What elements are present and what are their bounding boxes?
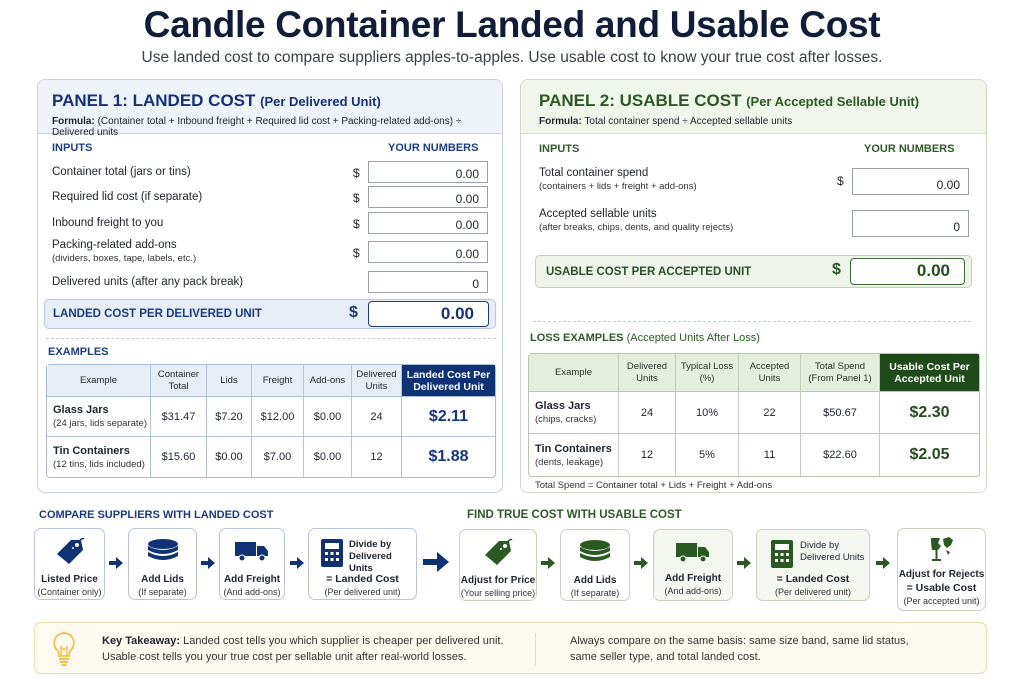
currency-symbol: $: [353, 166, 360, 180]
flow1-step-add-lids: Add Lids (If separate): [128, 528, 197, 600]
broken-glass-icon: [898, 536, 985, 562]
flow2-title: FIND TRUE COST WITH USABLE COST: [467, 509, 682, 521]
usable-cost-result: USABLE COST PER ACCEPTED UNIT $ 0.00: [535, 255, 972, 288]
accepted-units-input[interactable]: [852, 210, 969, 237]
panel2-title-suffix: (Per Accepted Sellable Unit): [746, 94, 920, 109]
panel2-title: PANEL 2: USABLE COST: [539, 91, 742, 110]
delivered-units-input[interactable]: [368, 271, 488, 293]
table-row: Tin Containers (12 tins, lids included) $…: [47, 437, 495, 477]
calculator-icon: [321, 539, 343, 572]
page-title: Candle Container Landed and Usable Cost: [143, 4, 881, 45]
arrow-right-icon: [876, 557, 890, 569]
price-tag-icon: [35, 536, 104, 566]
table-header-row: Example Delivered Units Typical Loss (%)…: [529, 354, 979, 392]
truck-icon: [220, 540, 284, 562]
landed-cost-examples-table: Example Container Total Lids Freight Add…: [46, 364, 496, 478]
currency-symbol: $: [832, 261, 841, 278]
input-label-accepted-units: Accepted sellable units (after breaks, c…: [539, 208, 734, 233]
currency-symbol: $: [349, 304, 358, 321]
flow1-title: COMPARE SUPPLIERS WITH LANDED COST: [39, 509, 274, 521]
arrow-right-icon: [541, 557, 555, 569]
table-header-row: Example Container Total Lids Freight Add…: [47, 365, 495, 397]
panel2-numbers-header: YOUR NUMBERS: [864, 143, 955, 155]
flow2-step-add-freight: Add Freight (And add-ons): [653, 529, 733, 601]
arrow-right-icon: [290, 557, 304, 569]
flow1-step-add-freight: Add Freight (And add-ons): [219, 528, 285, 600]
panel2-examples-header: LOSS EXAMPLES (Accepted Units After Loss…: [530, 332, 760, 344]
currency-symbol: $: [837, 174, 844, 188]
usable-cost-result-label: USABLE COST PER ACCEPTED UNIT: [546, 266, 752, 278]
panel1-numbers-header: YOUR NUMBERS: [388, 142, 479, 154]
panel1-title: PANEL 1: LANDED COST: [52, 91, 256, 110]
lid-cost-input[interactable]: [368, 186, 488, 208]
inbound-freight-input[interactable]: [368, 212, 488, 234]
table-row: Glass Jars (chips, cracks) 24 10% 22 $50.…: [529, 392, 979, 434]
currency-symbol: $: [353, 191, 360, 205]
arrow-right-icon: [634, 557, 648, 569]
divider: [535, 633, 536, 666]
currency-symbol: $: [353, 246, 360, 260]
truck-icon: [654, 541, 732, 563]
flow1-step-divide: Divide by Delivered Units = Landed Cost …: [308, 528, 417, 600]
key-takeaway: Key Takeaway: Landed cost tells you whic…: [34, 622, 987, 674]
panel-landed-cost: PANEL 1: LANDED COST (Per Delivered Unit…: [37, 79, 503, 493]
lid-stack-icon: [561, 538, 629, 566]
flow2-step-adjust-price: Adjust for Price (Your selling price): [459, 529, 537, 601]
divider: [533, 321, 971, 322]
arrow-right-icon: [109, 557, 123, 569]
panel2-formula: Formula: Total container spend ÷ Accepte…: [539, 116, 793, 127]
container-total-input[interactable]: [368, 161, 488, 183]
usable-cost-result-value: 0.00: [850, 258, 965, 285]
input-label-lid-cost: Required lid cost (if separate): [52, 191, 203, 203]
takeaway-label: Key Takeaway:: [102, 635, 181, 647]
price-tag-icon: [460, 537, 536, 567]
calculator-icon: [771, 540, 793, 573]
landed-cost-result-value: 0.00: [368, 301, 489, 327]
panel1-title-suffix: (Per Delivered Unit): [260, 94, 381, 109]
lightbulb-icon: [51, 631, 77, 672]
lid-stack-icon: [129, 537, 196, 565]
flow2-step-add-lids: Add Lids (If separate): [560, 529, 630, 601]
landed-cost-result: LANDED COST PER DELIVERED UNIT $ 0.00: [44, 299, 496, 329]
arrow-right-icon: [737, 557, 751, 569]
page-subtitle: Use landed cost to compare suppliers app…: [141, 49, 883, 66]
panel1-examples-header: EXAMPLES: [48, 346, 109, 358]
table-row: Tin Containers (dents, leakage) 12 5% 11 …: [529, 434, 979, 476]
landed-cost-result-label: LANDED COST PER DELIVERED UNIT: [53, 308, 262, 320]
input-label-total-container-spend: Total container spend (containers + lids…: [539, 167, 697, 192]
panel-usable-cost: PANEL 2: USABLE COST (Per Accepted Sella…: [520, 79, 987, 493]
arrow-right-icon: [201, 557, 215, 569]
input-label-packing-addons: Packing-related add-ons (dividers, boxes…: [52, 239, 197, 264]
total-container-spend-input[interactable]: [852, 168, 969, 195]
currency-symbol: $: [353, 217, 360, 231]
table-row: Glass Jars (24 jars, lids separate) $31.4…: [47, 397, 495, 437]
flow2-step-divide: Divide by Delivered Units = Landed Cost …: [756, 529, 870, 601]
panel1-header: PANEL 1: LANDED COST (Per Delivered Unit…: [38, 80, 502, 138]
arrow-right-large-icon: [423, 552, 449, 572]
flow2-step-adjust-rejects: Adjust for Rejects = Usable Cost (Per ac…: [897, 528, 986, 611]
total-spend-note: Total Spend = Container total + Lids + F…: [535, 480, 773, 491]
panel2-header: PANEL 2: USABLE COST (Per Accepted Sella…: [521, 80, 986, 134]
input-label-container-total: Container total (jars or tins): [52, 166, 191, 178]
input-label-inbound-freight: Inbound freight to you: [52, 217, 164, 229]
packing-addons-input[interactable]: [368, 241, 488, 263]
panel1-formula: Formula: (Container total + Inbound frei…: [52, 116, 462, 138]
takeaway-comparison-note: Always compare on the same basis: same s…: [570, 635, 909, 663]
input-label-delivered-units: Delivered units (after any pack break): [52, 276, 244, 288]
divider: [46, 338, 496, 339]
panel2-inputs-header: INPUTS: [539, 143, 580, 155]
usable-cost-examples-table: Example Delivered Units Typical Loss (%)…: [528, 353, 980, 477]
panel1-inputs-header: INPUTS: [52, 142, 93, 154]
flow1-step-listed-price: Listed Price (Container only): [34, 528, 105, 600]
